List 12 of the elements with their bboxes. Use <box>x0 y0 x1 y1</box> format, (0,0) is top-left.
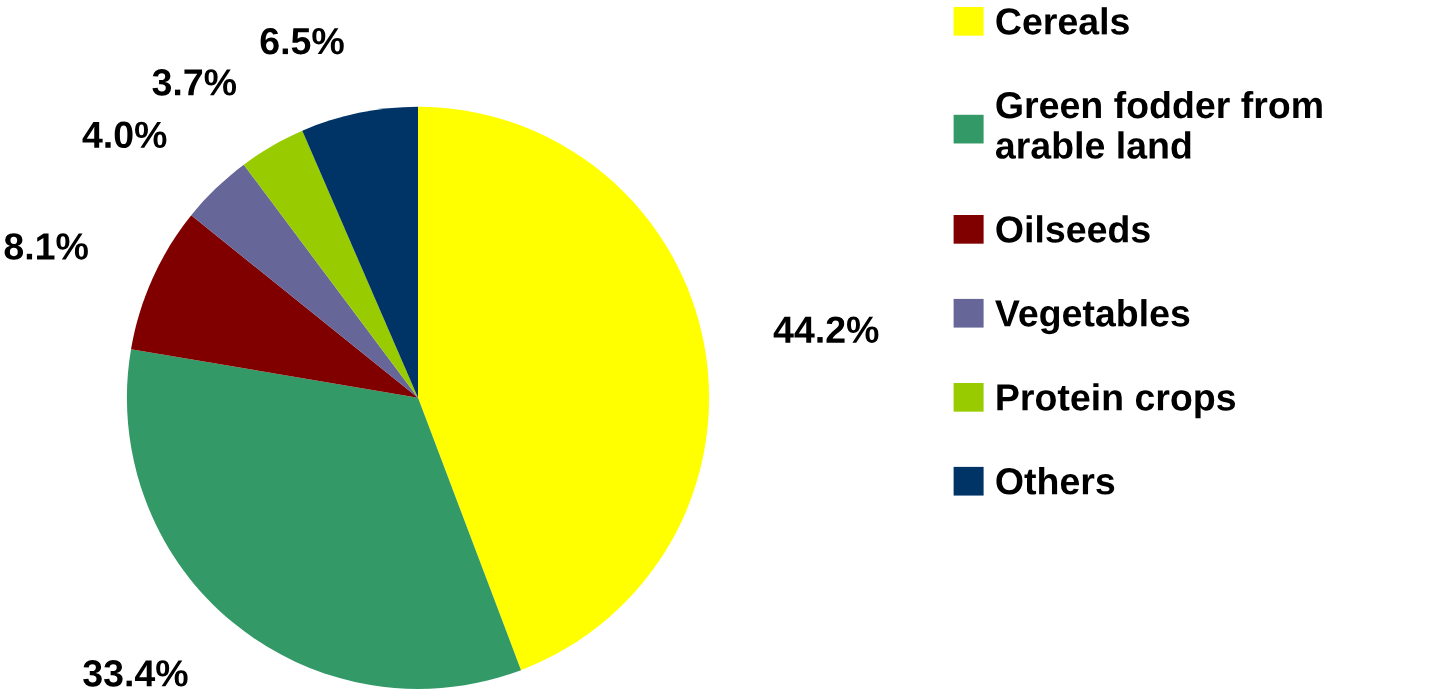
legend-label: Protein crops <box>997 383 1236 419</box>
legend-label: Cereals <box>996 7 1129 35</box>
data-label: 6.5% <box>260 27 344 55</box>
data-label: 8.1% <box>4 233 88 260</box>
legend-label: Oilseeds <box>996 215 1150 243</box>
data-label: 33.4% <box>83 660 188 687</box>
data-label: 4.0% <box>82 121 167 149</box>
legend-label: Others <box>996 467 1115 495</box>
legend-label: Green fodder from arable land <box>995 90 1322 159</box>
data-label: 3.7% <box>152 69 237 96</box>
data-label: 44.2% <box>773 316 879 343</box>
legend-label: Vegetables <box>995 299 1190 335</box>
